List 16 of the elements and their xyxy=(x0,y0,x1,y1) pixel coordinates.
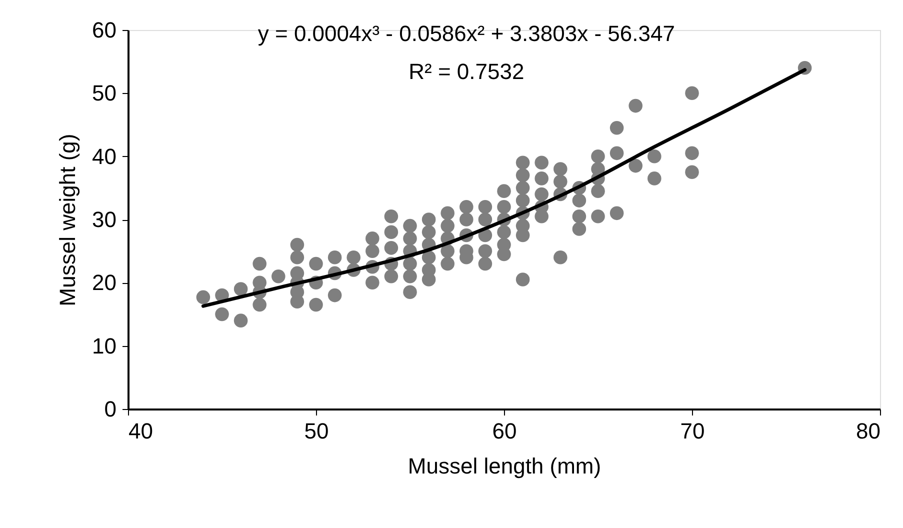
y-axis-title: Mussel weight (g) xyxy=(55,134,80,306)
x-axis-title: Mussel length (mm) xyxy=(408,454,602,478)
y-tick-label: 50 xyxy=(92,80,116,106)
x-tick-label: 40 xyxy=(128,418,153,444)
y-tick-label: 0 xyxy=(104,396,116,422)
y-tick-label: 10 xyxy=(92,333,116,358)
x-tick-label: 70 xyxy=(680,418,705,444)
x-tick-label: 80 xyxy=(856,418,880,444)
annotation: R² = 0.7532 xyxy=(408,59,524,84)
y-tick-label: 20 xyxy=(92,270,116,296)
y-tick-label: 60 xyxy=(92,18,116,42)
y-tick-label: 30 xyxy=(92,207,116,232)
annotation: y = 0.0004x³ - 0.0586x² + 3.3803x - 56.347 xyxy=(258,21,675,46)
x-tick-label: 50 xyxy=(304,418,329,444)
y-tick-label: 40 xyxy=(92,144,116,169)
x-tick-label: 60 xyxy=(492,418,517,444)
